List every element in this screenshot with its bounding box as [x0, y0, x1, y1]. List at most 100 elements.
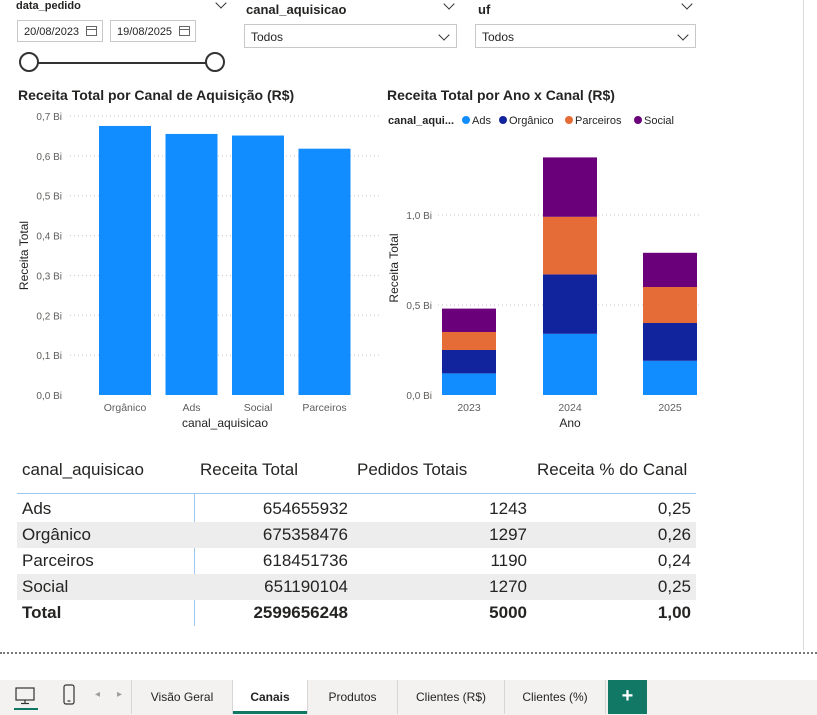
canvas-edge [803, 0, 804, 650]
y-tick-label: 0,0 Bi [406, 391, 432, 402]
stacked-bar-segment [643, 252, 697, 287]
stacked-bar-segment [543, 216, 597, 275]
table-row[interactable]: Social 651190104 1270 0,25 [17, 574, 696, 600]
uf-dropdown[interactable]: Todos [475, 24, 696, 48]
canal-dropdown[interactable]: Todos [244, 24, 457, 48]
table-cell: 1270 [489, 577, 527, 596]
end-date-input[interactable]: 19/08/2025 [110, 20, 196, 42]
legend-marker [462, 116, 470, 124]
start-date-value: 20/08/2023 [24, 26, 80, 38]
table-cell: Ads [22, 499, 52, 518]
table-total-row[interactable]: Total 2599656248 5000 1,00 [17, 600, 696, 626]
table-cell: 1243 [489, 499, 527, 518]
x-tick-label: Social [244, 402, 273, 414]
tab-scroll-left-icon[interactable]: ◂ [95, 689, 101, 700]
date-slicer-title: data_pedido [16, 0, 81, 12]
y-tick-label: 0,0 Bi [36, 391, 62, 402]
stacked-bar-segment [543, 333, 597, 395]
legend-label: Social [644, 115, 674, 127]
stacked-bar-segment [442, 373, 496, 395]
tab-scroll-right-icon[interactable]: ▸ [117, 689, 123, 700]
y-tick-label: 0,7 Bi [36, 112, 62, 123]
x-tick-label: 2025 [658, 402, 682, 414]
y-tick-label: 0,2 Bi [36, 311, 62, 322]
x-tick-label: 2024 [558, 402, 582, 414]
date-range-track[interactable] [29, 62, 215, 64]
stacked-bar-segment [643, 287, 697, 323]
legend-label: Parceiros [575, 115, 622, 127]
chart2-title: Receita Total por Ano x Canal (R$) [387, 87, 615, 103]
stacked-bar-segment [442, 308, 496, 332]
x-axis-title: canal_aquisicao [182, 416, 268, 430]
table-row[interactable]: Orgânico 675358476 1297 0,26 [17, 522, 696, 548]
stacked-bar-segment [442, 332, 496, 350]
x-axis-title: Ano [559, 416, 581, 430]
canal-slicer-title: canal_aquisicao [246, 2, 347, 17]
tab-clientes-rs[interactable]: Clientes (R$) [398, 680, 505, 714]
tab-canais[interactable]: Canais [233, 680, 308, 714]
calendar-icon[interactable] [179, 26, 190, 36]
table-cell: 0,24 [657, 551, 691, 570]
bar [232, 135, 284, 395]
table-cell: Social [22, 577, 69, 596]
y-axis-title: Receita Total [387, 233, 401, 302]
chevron-down-icon[interactable] [681, 0, 693, 10]
chevron-down-icon [677, 29, 689, 41]
uf-dropdown-value: Todos [482, 30, 515, 44]
chevron-down-icon [438, 29, 450, 41]
table-cell: 2599656248 [253, 603, 348, 622]
uf-slicer-title: uf [478, 2, 491, 17]
range-start-handle[interactable] [19, 52, 39, 72]
desktop-view-icon[interactable] [14, 686, 38, 711]
table-row[interactable]: Parceiros 618451736 1190 0,24 [17, 548, 696, 574]
tab-visao-geral[interactable]: Visão Geral [132, 680, 233, 714]
start-date-input[interactable]: 20/08/2023 [17, 20, 103, 42]
year-channel-stacked-chart[interactable]: 0,0 Bi 0,5 Bi 1,0 Bi canal_aqui... Ads Orgâni… [380, 108, 710, 440]
tab-divider [131, 680, 132, 714]
calendar-icon[interactable] [86, 26, 97, 36]
table-cell: 0,25 [657, 499, 691, 518]
desktop-view-underline [14, 708, 38, 710]
end-date-value: 19/08/2025 [117, 26, 173, 38]
x-tick-label: 2023 [457, 402, 481, 414]
channel-table: canal_aquisicao Receita Total Pedidos To… [0, 448, 700, 628]
table-header-pedidos[interactable]: Pedidos Totais [357, 460, 468, 479]
channel-revenue-bar-chart[interactable]: 0,0 Bi 0,1 Bi 0,2 Bi 0,3 Bi 0,4 Bi 0,5 Bi 0,6 … [0, 100, 390, 440]
tab-produtos[interactable]: Produtos [308, 680, 398, 714]
stacked-bar-segment [643, 360, 697, 395]
table-header-divider [17, 493, 696, 494]
bar [99, 125, 151, 395]
table-cell: 651190104 [264, 577, 348, 596]
legend-label: Orgânico [509, 115, 554, 127]
table-cell: 654655932 [262, 499, 348, 518]
y-tick-label: 0,4 Bi [36, 232, 62, 243]
chevron-down-icon[interactable] [215, 0, 227, 9]
canal-dropdown-value: Todos [251, 30, 284, 44]
table-cell: Parceiros [22, 551, 94, 570]
legend-marker [634, 116, 642, 124]
chevron-down-icon[interactable] [443, 0, 455, 10]
table-cell: 618451736 [262, 551, 348, 570]
bar [165, 133, 218, 395]
table-cell: 1190 [490, 551, 527, 570]
bar [298, 148, 351, 395]
table-header-receita[interactable]: Receita Total [200, 460, 298, 479]
stacked-bar-segment [543, 274, 597, 334]
legend-marker [499, 116, 507, 124]
stacked-bar-segment [442, 350, 496, 374]
table-cell: 0,26 [657, 525, 691, 544]
mobile-view-icon[interactable] [62, 684, 76, 711]
table-header-canal[interactable]: canal_aquisicao [22, 460, 144, 479]
tab-clientes-pct[interactable]: Clientes (%) [505, 680, 606, 714]
y-tick-label: 0,5 Bi [406, 301, 432, 312]
range-end-handle[interactable] [205, 52, 225, 72]
stacked-bar-segment [643, 323, 697, 361]
table-header-percent[interactable]: Receita % do Canal [537, 460, 688, 479]
add-page-button[interactable]: + [608, 680, 647, 714]
x-tick-label: Ads [182, 402, 200, 414]
y-axis-title: Receita Total [17, 221, 31, 290]
stacked-bar-segment [543, 157, 597, 217]
table-cell: Orgânico [22, 525, 91, 544]
x-tick-label: Parceiros [302, 402, 346, 414]
table-row[interactable]: Ads 654655932 1243 0,25 [17, 496, 696, 522]
